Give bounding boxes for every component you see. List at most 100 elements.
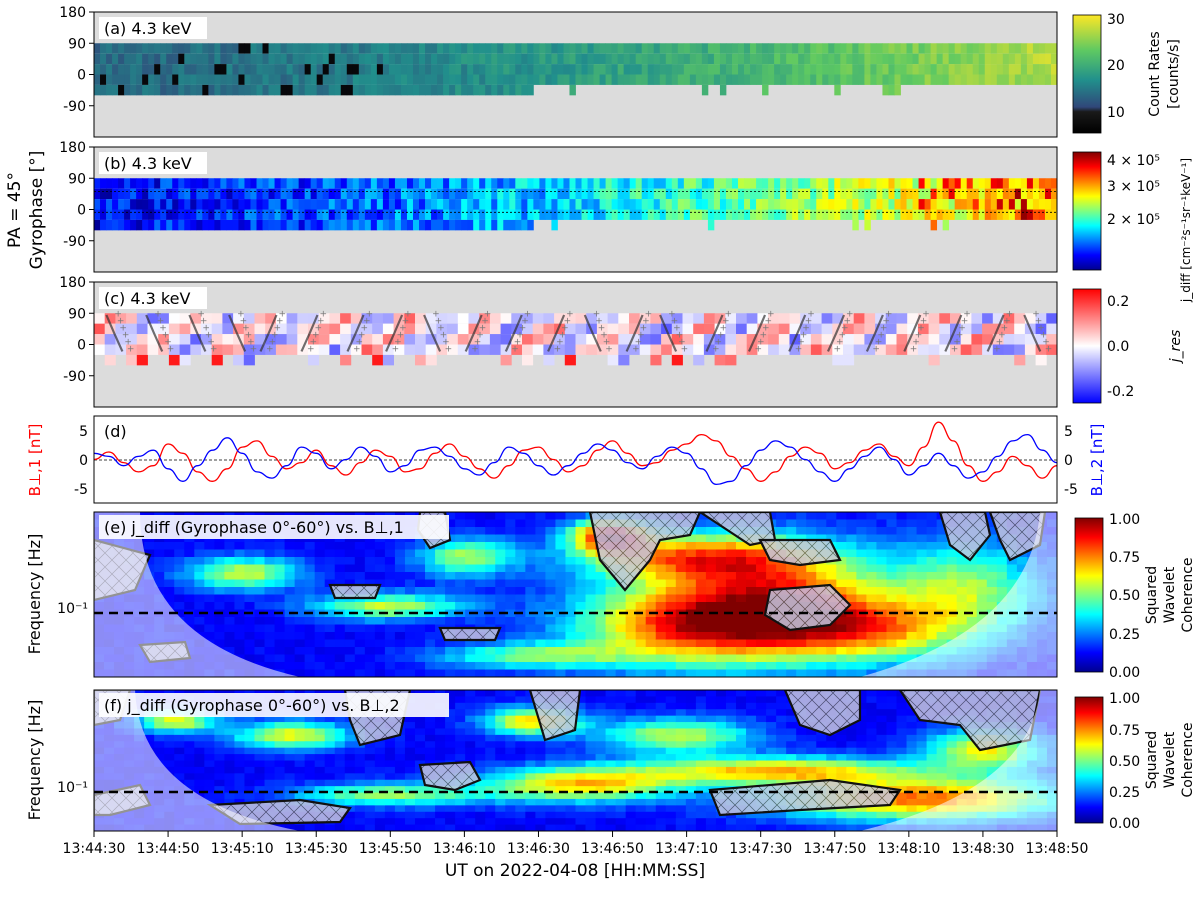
coherence-cell bbox=[576, 655, 587, 663]
coherence-cell bbox=[445, 550, 456, 558]
panel-a-cell bbox=[220, 54, 226, 64]
coherence-cell bbox=[555, 640, 566, 648]
panel-b-cell bbox=[816, 210, 822, 220]
coherence-cell bbox=[204, 748, 215, 755]
panel-a-cell bbox=[190, 54, 196, 64]
panel-b-cell bbox=[738, 210, 744, 220]
coherence-cell bbox=[565, 535, 576, 543]
coherence-cell bbox=[596, 595, 607, 603]
coherence-cell bbox=[415, 550, 426, 558]
panel-a-cell bbox=[563, 43, 569, 53]
panel-a-cell bbox=[846, 64, 852, 74]
panel-b-cell bbox=[329, 210, 335, 220]
panel-b-cell bbox=[708, 220, 714, 230]
coherence-cell bbox=[345, 632, 356, 640]
panel-b-cell bbox=[142, 199, 148, 209]
panel-a-cell bbox=[160, 54, 166, 64]
panel-a-cell bbox=[509, 75, 515, 85]
coherence-cell bbox=[234, 640, 245, 648]
panel-a-cell bbox=[919, 64, 925, 74]
coherence-cell bbox=[425, 557, 436, 565]
panel-a-cell bbox=[208, 85, 214, 95]
panel-b-cell bbox=[136, 178, 142, 188]
panel-b-cell bbox=[648, 189, 654, 199]
coherence-cell bbox=[756, 557, 767, 565]
panel-b-cell bbox=[401, 210, 407, 220]
panel-a-cell bbox=[275, 43, 281, 53]
panel-a-cell bbox=[539, 43, 545, 53]
coherence-cell bbox=[666, 565, 677, 573]
panel-a-cell bbox=[551, 54, 557, 64]
panel-b-cell bbox=[672, 189, 678, 199]
panel-b-cell bbox=[1051, 210, 1057, 220]
coherence-cell bbox=[977, 580, 988, 588]
coherence-cell bbox=[616, 647, 627, 655]
panel-a-cell bbox=[907, 75, 913, 85]
panel-a-cell bbox=[323, 54, 329, 64]
panel-a-cell bbox=[600, 54, 606, 64]
panel-a-cell bbox=[979, 54, 985, 64]
panel-b-cell bbox=[263, 199, 269, 209]
coherence-cell bbox=[897, 595, 908, 603]
panel-b-cell bbox=[1039, 210, 1045, 220]
coherence-cell bbox=[576, 572, 587, 580]
coherence-cell bbox=[897, 617, 908, 625]
panel-a-cell bbox=[720, 54, 726, 64]
coherence-cell bbox=[204, 580, 215, 588]
panel-a-cell bbox=[214, 64, 220, 74]
panel-b-cell bbox=[1009, 199, 1015, 209]
panel-b-cell bbox=[281, 210, 287, 220]
panel-b-cell bbox=[106, 199, 112, 209]
coherence-cell bbox=[315, 557, 326, 565]
coherence-cell bbox=[455, 818, 466, 825]
panel-a-cell bbox=[1021, 54, 1027, 64]
coherence-cell bbox=[917, 595, 928, 603]
coherence-cell bbox=[285, 722, 296, 729]
panel-b-cell bbox=[299, 178, 305, 188]
panel-b-cell bbox=[551, 178, 557, 188]
panel-b-cell bbox=[533, 178, 539, 188]
coherence-cell bbox=[395, 670, 406, 678]
coherence-cell bbox=[214, 728, 225, 735]
panel-a-cell bbox=[377, 75, 383, 85]
coherence-cell bbox=[475, 535, 486, 543]
coherence-cell bbox=[325, 602, 336, 610]
panel-a-cell bbox=[738, 75, 744, 85]
coherence-cell bbox=[375, 773, 386, 780]
panel-b-cell bbox=[588, 199, 594, 209]
panel-b-cell bbox=[678, 178, 684, 188]
coherence-cell bbox=[285, 754, 296, 761]
coherence-cell bbox=[696, 632, 707, 640]
panel-b-cell bbox=[732, 210, 738, 220]
panel-c-cell bbox=[939, 313, 950, 323]
panel-a-cell bbox=[383, 43, 389, 53]
panel-c-cell bbox=[736, 334, 747, 344]
coherence-cell bbox=[876, 625, 887, 633]
coherence-cell bbox=[224, 640, 235, 648]
coherence-cell bbox=[255, 647, 266, 655]
coherence-cell bbox=[907, 527, 918, 535]
panel-b-cell bbox=[232, 199, 238, 209]
panel-c-phase-marker: + bbox=[885, 310, 893, 320]
panel-b-cell bbox=[533, 199, 539, 209]
coherence-cell bbox=[545, 640, 556, 648]
panel-b-cell bbox=[1045, 210, 1051, 220]
panel-b-cell bbox=[305, 210, 311, 220]
coherence-cell bbox=[937, 572, 948, 580]
panel-a-cell bbox=[190, 64, 196, 74]
panel-b-cell bbox=[497, 210, 503, 220]
coherence-cell bbox=[295, 767, 306, 774]
coherence-cell bbox=[455, 542, 466, 550]
coherence-cell bbox=[917, 512, 928, 520]
panel-b-cell bbox=[786, 199, 792, 209]
coherence-cell bbox=[375, 780, 386, 787]
panel-a-cell bbox=[852, 43, 858, 53]
coherence-cell bbox=[315, 602, 326, 610]
panel-b-cell bbox=[582, 178, 588, 188]
panel-a-cell bbox=[792, 75, 798, 85]
coherence-cell bbox=[806, 655, 817, 663]
panel-b-cell bbox=[106, 178, 112, 188]
coherence-cell bbox=[455, 799, 466, 806]
panel-b-cell bbox=[377, 178, 383, 188]
coherence-cell bbox=[545, 595, 556, 603]
